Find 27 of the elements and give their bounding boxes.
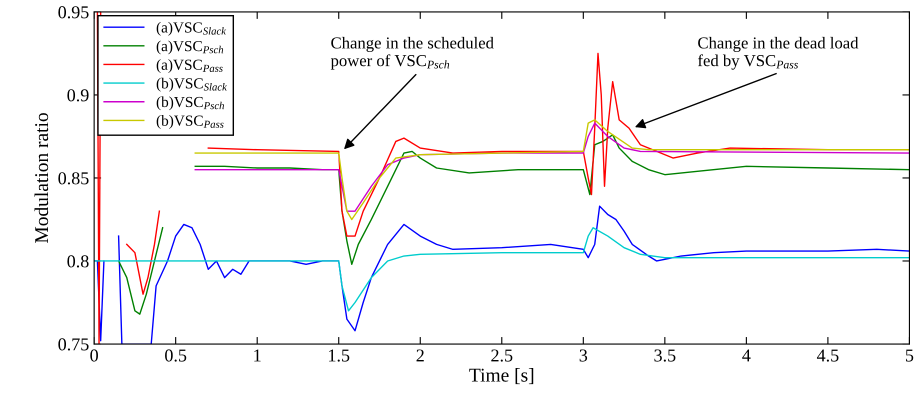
legend-label: (a)VSC$_{Slack}$	[156, 22, 226, 36]
annotation: Change in the scheduled power of VSC$_{Psch}$	[330, 36, 494, 70]
y-tick-label: 0.8	[67, 255, 89, 268]
legend-label: (a)VSC$_{Psch}$	[156, 40, 224, 54]
legend-label: (a)VSC$_{Pass}$	[156, 59, 223, 73]
x-tick-label: 0.5	[165, 349, 186, 362]
x-tick-label: 3	[580, 349, 588, 362]
annotation: Change in the dead load fed by VSC$_{Pass}$	[698, 36, 858, 70]
line-series	[94, 227, 910, 312]
x-axis-title: Time [s]	[469, 368, 534, 384]
legend-label: (b)VSC$_{Psch}$	[156, 96, 224, 110]
y-tick-label: 0.9	[67, 89, 89, 102]
legend-label: (b)VSC$_{Slack}$	[156, 78, 227, 92]
x-tick-label: 2.5	[491, 349, 512, 362]
x-tick-label: 3.5	[654, 349, 676, 362]
x-tick-label: 5	[906, 350, 914, 362]
y-tick-label: 0.95	[58, 6, 89, 18]
x-tick-label: 0	[90, 349, 98, 362]
x-tick-label: 4	[742, 350, 751, 362]
x-tick-label: 2	[416, 349, 424, 362]
y-axis-title: Modulation ratio	[34, 113, 48, 244]
x-tick-label: 1.5	[329, 349, 350, 362]
legend-label: (b)VSC$_{Pass}$	[156, 115, 224, 129]
x-tick-label: 1	[254, 349, 261, 362]
x-tick-label: 4.5	[816, 350, 838, 362]
y-tick-label: 0.75	[58, 338, 89, 351]
y-tick-label: 0.85	[58, 172, 89, 184]
